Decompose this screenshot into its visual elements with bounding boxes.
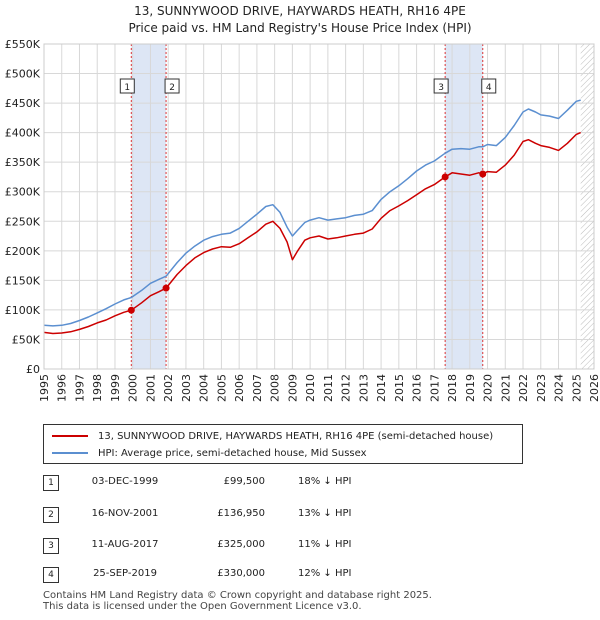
x-tick-label: 2007 [251,374,264,402]
transaction-price: £136,950 [217,508,265,519]
y-tick-label: £450K [5,97,41,110]
y-tick-label: £350K [5,156,41,169]
x-tick-label: 2014 [375,374,388,402]
transaction-hpi-diff: 18% ↓ HPI [298,476,352,487]
x-tick-label: 2019 [464,374,477,402]
transaction-row: 4 25-SEP-2019 £330,000 12% ↓ HPI [43,566,523,586]
x-tick-label: 2008 [269,374,282,402]
sale-label-box [119,78,135,94]
x-tick-label: 2026 [588,374,600,402]
transaction-price: £325,000 [217,539,265,550]
sale-point [127,306,135,314]
transaction-row: 2 16-NOV-2001 £136,950 13% ↓ HPI [43,506,523,526]
x-tick-label: 2009 [286,374,299,402]
chart-title: 13, SUNNYWOOD DRIVE, HAYWARDS HEATH, RH1… [134,4,466,18]
transaction-number: 4 [43,567,59,583]
plot-frame [43,43,595,370]
x-tick-label: 2001 [144,374,157,402]
x-tick-label: 2015 [393,374,406,402]
transaction-date: 11-AUG-2017 [91,539,159,550]
y-tick-label: £400K [5,127,41,140]
sale-label: 3 [438,83,444,93]
transaction-hpi-diff: 12% ↓ HPI [298,568,352,579]
sale-point [441,173,449,181]
forecast-hatch [580,44,594,369]
x-tick-label: 2013 [357,374,370,402]
footer-license: This data is licensed under the Open Gov… [43,601,362,612]
transaction-date: 25-SEP-2019 [93,568,157,579]
x-tick-label: 2023 [535,374,548,402]
sale-label-box [481,78,497,94]
x-tick-label: 1997 [73,374,86,402]
hpi-line [43,99,581,327]
sale-label: 4 [486,83,492,93]
legend-swatch-hpi [52,452,88,454]
x-tick-label: 2021 [499,374,512,402]
y-tick-label: £250K [5,215,41,228]
x-tick-label: 2003 [180,374,193,402]
y-tick-label: £200K [5,245,41,258]
x-tick-label: 2005 [215,374,228,402]
y-tick-label: £0 [26,363,40,376]
legend-item-property: 13, SUNNYWOOD DRIVE, HAYWARDS HEATH, RH1… [52,428,493,444]
x-tick-label: 2002 [162,374,175,402]
footer-copyright: Contains HM Land Registry data © Crown c… [43,590,432,601]
y-tick-label: £500K [5,68,41,81]
x-tick-label: 1996 [56,374,69,402]
footer: Contains HM Land Registry data © Crown c… [43,590,432,612]
y-tick-label: £100K [5,304,41,317]
sale-period-shade [131,44,167,369]
y-tick-label: £150K [5,274,41,287]
transaction-hpi-diff: 13% ↓ HPI [298,508,352,519]
sale-point [479,170,487,178]
x-tick-label: 1999 [109,374,122,402]
transaction-date: 16-NOV-2001 [91,508,159,519]
transaction-hpi-diff: 11% ↓ HPI [298,539,352,550]
sale-point [162,284,170,292]
chart-subtitle: Price paid vs. HM Land Registry's House … [128,21,472,35]
transaction-number: 2 [43,507,59,523]
transaction-row: 1 03-DEC-1999 £99,500 18% ↓ HPI [43,474,523,494]
x-tick-label: 2022 [517,374,530,402]
transaction-price: £330,000 [217,568,265,579]
x-tick-label: 2017 [428,374,441,402]
x-tick-label: 2012 [340,374,353,402]
x-tick-label: 1995 [38,374,51,402]
x-tick-label: 2004 [198,374,211,402]
sale-period-shade [445,44,483,369]
transaction-number: 3 [43,538,59,554]
legend-item-hpi: HPI: Average price, semi-detached house,… [52,445,367,461]
legend-label-property: 13, SUNNYWOOD DRIVE, HAYWARDS HEATH, RH1… [98,430,494,442]
x-tick-label: 2025 [570,374,583,402]
sale-label-box [164,78,180,94]
x-tick-label: 2024 [553,374,566,402]
x-tick-label: 2010 [304,374,317,402]
transaction-row: 3 11-AUG-2017 £325,000 11% ↓ HPI [43,537,523,557]
y-tick-label: £300K [5,186,41,199]
sale-label: 2 [169,83,175,93]
legend-label-hpi: HPI: Average price, semi-detached house,… [98,447,367,459]
sale-label: 1 [124,83,130,93]
x-tick-label: 1998 [91,374,104,402]
y-tick-label: £50K [12,333,41,346]
x-tick-label: 2020 [482,374,495,402]
x-tick-label: 2016 [411,374,424,402]
transaction-date: 03-DEC-1999 [91,476,159,487]
price-chart: 1 2 3 4 £0 £50K £100K £150K £200K £250K £300K £350K… [5,38,600,402]
x-tick-label: 2000 [127,374,140,402]
x-tick-label: 2011 [322,374,335,402]
legend: 13, SUNNYWOOD DRIVE, HAYWARDS HEATH, RH1… [43,424,523,464]
sale-label-box [433,78,449,94]
property-price-line [43,131,581,335]
y-tick-label: £550K [5,38,41,51]
x-tick-label: 2006 [233,374,246,402]
transaction-price: £99,500 [223,476,265,487]
transaction-number: 1 [43,475,59,491]
legend-swatch-property [52,435,88,437]
x-tick-label: 2018 [446,374,459,402]
